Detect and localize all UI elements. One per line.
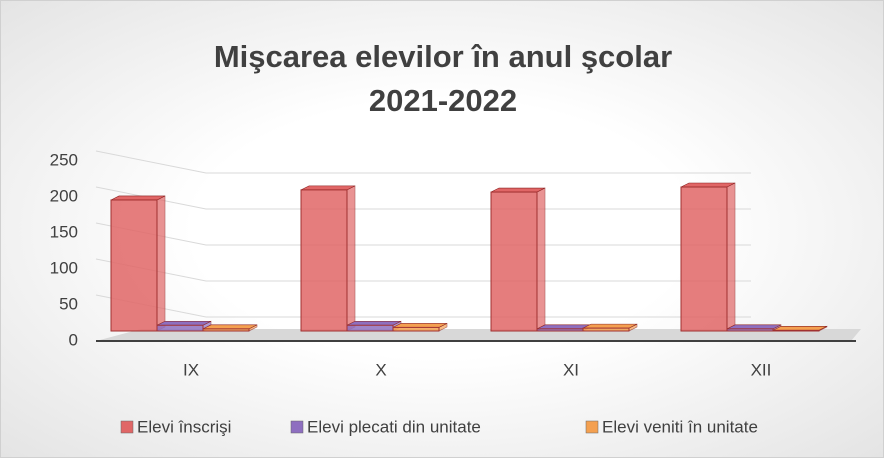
bar-side [726,182,736,332]
x-tick-label: XI [563,360,579,379]
y-tick-label: 50 [59,294,78,313]
floor [96,329,861,341]
bar [346,324,394,332]
legend-label: Elevi înscrişi [137,417,231,436]
bar-side [536,187,546,332]
bar-top [392,323,448,328]
grid-line [95,222,751,246]
bar [726,328,774,332]
bar [772,329,820,332]
bar-top [346,320,402,326]
bar [392,326,440,332]
bar-side [156,195,166,332]
bar [110,199,158,332]
bar [536,328,584,332]
bar-top [490,187,546,193]
bar-top [156,320,212,326]
chart-title: Mişcarea elevilor în anul şcolar 2021-20… [213,39,673,118]
grid-line [95,186,751,210]
y-tick-label: 200 [50,186,78,205]
y-tick-label: 150 [50,222,78,241]
bar-top [300,185,356,191]
legend-swatch [290,420,304,434]
y-tick-label: 100 [50,258,78,277]
bar [300,189,348,332]
legend-label: Elevi plecati din unitate [307,417,481,436]
x-tick-label: IX [183,360,199,379]
x-tick-label: X [375,360,386,379]
y-tick-label: 250 [50,150,78,169]
bar-side [346,185,356,332]
legend-swatch [585,420,599,434]
bar-top [726,324,782,330]
legend-swatch [120,420,134,434]
bar-top [202,324,258,330]
bar [202,328,250,332]
x-tick-label: XII [751,360,772,379]
bar-top [772,325,828,331]
bar [680,186,728,332]
bar-top [680,182,736,188]
grid-line [95,294,751,318]
bar-top [582,323,638,329]
bar [490,191,538,332]
legend-label: Elevi veniti în unitate [602,417,758,436]
bar [156,324,204,332]
grid-line [95,150,751,174]
bar [582,327,630,332]
y-tick-label: 0 [69,330,78,349]
bar-top [110,195,166,201]
grid-line [95,258,751,282]
